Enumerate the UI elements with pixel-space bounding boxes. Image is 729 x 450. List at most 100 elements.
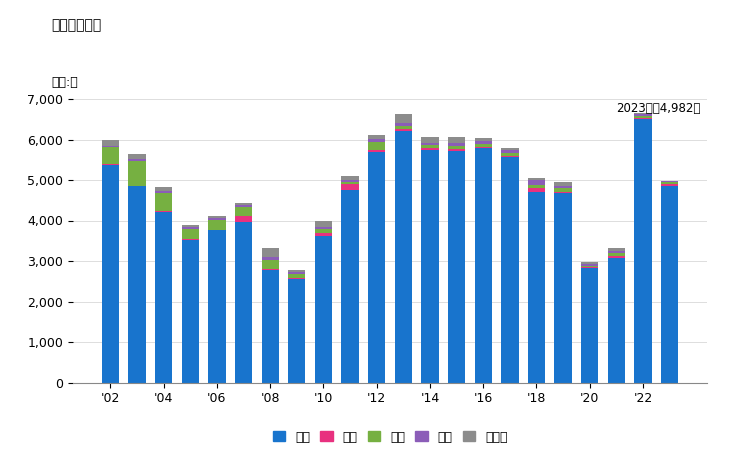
Bar xyxy=(448,151,465,382)
Bar xyxy=(235,207,252,216)
Bar xyxy=(448,149,465,151)
Bar xyxy=(368,149,386,152)
Bar xyxy=(182,225,199,227)
Bar xyxy=(421,148,439,150)
Bar xyxy=(128,158,146,161)
Bar xyxy=(634,119,652,382)
Bar xyxy=(155,212,172,382)
Bar xyxy=(208,220,225,230)
Bar xyxy=(288,270,305,272)
Bar xyxy=(394,129,412,130)
Text: 2023年：4,982本: 2023年：4,982本 xyxy=(617,102,701,115)
Bar xyxy=(102,147,119,164)
Bar xyxy=(502,149,518,153)
Bar xyxy=(421,150,439,382)
Bar xyxy=(634,114,652,116)
Bar xyxy=(128,154,146,158)
Bar xyxy=(368,152,386,382)
Bar xyxy=(315,227,332,229)
Bar xyxy=(634,113,652,114)
Bar xyxy=(475,144,492,147)
Bar xyxy=(634,118,652,119)
Bar xyxy=(102,140,119,146)
Bar xyxy=(262,260,278,269)
Bar xyxy=(182,227,199,229)
Bar xyxy=(528,180,545,185)
Bar xyxy=(341,190,359,382)
Bar xyxy=(502,156,518,157)
Bar xyxy=(448,143,465,146)
Bar xyxy=(394,126,412,129)
Bar xyxy=(288,274,305,279)
Bar xyxy=(528,185,545,188)
Bar xyxy=(208,216,225,218)
Bar xyxy=(368,139,386,141)
Bar xyxy=(155,187,172,191)
Bar xyxy=(475,148,492,382)
Bar xyxy=(155,193,172,211)
Bar xyxy=(502,148,518,149)
Bar xyxy=(128,186,146,382)
Bar xyxy=(555,188,572,192)
Bar xyxy=(262,270,278,382)
Bar xyxy=(555,182,572,186)
Bar xyxy=(475,141,492,144)
Bar xyxy=(502,153,518,156)
Bar xyxy=(475,147,492,148)
Bar xyxy=(634,116,652,118)
Bar xyxy=(235,222,252,382)
Bar xyxy=(581,266,599,267)
Bar xyxy=(661,181,678,182)
Bar xyxy=(235,205,252,207)
Bar xyxy=(102,165,119,382)
Bar xyxy=(341,176,359,180)
Bar xyxy=(661,182,678,184)
Bar xyxy=(555,186,572,188)
Bar xyxy=(341,182,359,184)
Bar xyxy=(661,184,678,186)
Bar xyxy=(608,251,625,253)
Bar xyxy=(528,178,545,180)
Bar xyxy=(581,264,599,266)
Bar xyxy=(315,236,332,382)
Bar xyxy=(208,230,225,382)
Bar xyxy=(368,135,386,139)
Bar xyxy=(235,216,252,222)
Bar xyxy=(502,157,518,382)
Text: 単位:本: 単位:本 xyxy=(51,76,78,90)
Bar xyxy=(341,184,359,190)
Bar xyxy=(394,130,412,382)
Bar xyxy=(421,137,439,143)
Bar xyxy=(208,218,225,220)
Bar xyxy=(262,256,278,260)
Bar xyxy=(528,192,545,382)
Text: 輸入量の推移: 輸入量の推移 xyxy=(51,18,101,32)
Bar xyxy=(102,146,119,147)
Bar xyxy=(421,145,439,148)
Bar xyxy=(475,138,492,141)
Bar xyxy=(235,203,252,205)
Bar xyxy=(555,192,572,193)
Bar xyxy=(182,229,199,239)
Bar xyxy=(288,279,305,382)
Bar xyxy=(608,256,625,258)
Bar xyxy=(421,143,439,145)
Bar xyxy=(661,186,678,382)
Bar xyxy=(555,193,572,382)
Bar xyxy=(581,262,599,264)
Bar xyxy=(315,234,332,236)
Bar xyxy=(368,141,386,149)
Bar xyxy=(128,161,146,186)
Bar xyxy=(448,137,465,143)
Bar xyxy=(262,248,278,256)
Bar xyxy=(394,114,412,123)
Bar xyxy=(448,146,465,149)
Bar xyxy=(315,221,332,227)
Bar xyxy=(528,188,545,192)
Bar xyxy=(608,248,625,251)
Bar xyxy=(608,258,625,382)
Bar xyxy=(608,253,625,256)
Bar xyxy=(394,123,412,126)
Bar xyxy=(182,239,199,382)
Bar xyxy=(155,191,172,193)
